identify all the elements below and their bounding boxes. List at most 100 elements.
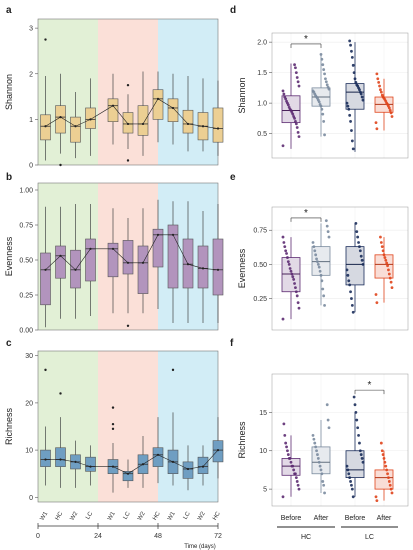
data-point <box>379 88 382 92</box>
data-point <box>311 241 315 244</box>
y-tick-label: 0.50 <box>19 258 33 265</box>
y-tick-label: 0 <box>29 163 33 170</box>
data-point <box>325 83 329 87</box>
median-point <box>59 115 62 119</box>
y-tick-label: 0.50 <box>253 262 267 269</box>
data-point <box>294 476 298 480</box>
data-point <box>282 422 286 426</box>
data-point <box>387 480 391 483</box>
data-point <box>374 293 378 296</box>
data-point <box>320 279 324 283</box>
data-point <box>386 264 389 268</box>
data-point <box>346 468 350 472</box>
median-point <box>156 233 160 236</box>
median-point <box>89 247 92 250</box>
median-point <box>201 465 205 468</box>
data-point <box>354 222 358 225</box>
box <box>55 245 66 279</box>
time-tick-label: 0 <box>36 533 40 540</box>
data-point <box>281 144 285 148</box>
panel-f: 5 10 15 Richness * Before After Before After HC LC <box>237 373 409 541</box>
panel-letter: e <box>230 172 236 183</box>
data-point <box>384 464 388 468</box>
x-category-label: LC <box>85 510 94 520</box>
data-point <box>377 80 381 84</box>
data-point <box>321 287 325 291</box>
data-point <box>296 301 300 305</box>
outlier-point <box>111 406 115 409</box>
data-point <box>293 472 296 476</box>
data-point <box>315 257 318 261</box>
panel-letter: c <box>6 338 12 349</box>
data-point <box>350 487 354 491</box>
data-point <box>294 66 297 70</box>
data-point <box>360 258 364 262</box>
data-point <box>387 272 391 276</box>
y-tick-label: 2.0 <box>257 40 267 47</box>
data-point <box>283 95 287 99</box>
significance-star: * <box>304 34 308 45</box>
data-point <box>319 273 323 277</box>
data-point <box>350 49 353 53</box>
data-point <box>319 468 323 472</box>
box <box>197 456 209 474</box>
data-point <box>349 290 352 294</box>
data-point <box>359 254 363 258</box>
panel-letter-b: b <box>6 172 12 183</box>
x-category-label: W1 <box>167 510 177 521</box>
data-point <box>287 263 291 266</box>
data-point <box>379 441 383 445</box>
y-tick-label: 0.25 <box>19 293 33 300</box>
data-point <box>348 113 352 117</box>
data-point <box>293 63 296 67</box>
data-point <box>316 260 319 264</box>
data-point <box>296 483 300 487</box>
data-point <box>287 105 291 109</box>
outlier-point <box>59 392 62 395</box>
box <box>40 114 51 141</box>
data-point <box>326 418 330 422</box>
data-point <box>354 80 358 84</box>
data-point <box>295 480 299 483</box>
data-point <box>380 93 384 97</box>
data-point <box>312 245 316 249</box>
data-point <box>350 129 353 132</box>
data-point <box>349 43 352 47</box>
data-point <box>313 441 317 445</box>
data-point <box>291 275 295 279</box>
median-point <box>216 127 220 130</box>
box <box>345 450 365 479</box>
data-point <box>320 107 324 111</box>
y-tick-label: 0.75 <box>253 228 267 235</box>
data-point <box>318 464 322 468</box>
data-point <box>286 260 290 264</box>
median-trend-line <box>45 449 219 475</box>
data-point <box>385 468 389 472</box>
data-point <box>358 90 362 94</box>
data-point <box>286 453 290 456</box>
median-point <box>59 458 62 461</box>
data-point <box>345 268 349 272</box>
data-point <box>359 453 363 456</box>
significance-star: * <box>304 208 308 219</box>
median-point <box>216 268 220 271</box>
box <box>167 98 179 122</box>
data-point <box>358 249 362 253</box>
median-point <box>126 261 130 264</box>
data-point <box>389 487 393 491</box>
data-point <box>382 457 386 460</box>
data-point <box>350 483 353 487</box>
data-point <box>285 445 288 449</box>
data-point <box>321 112 325 116</box>
panel-letter: a <box>6 5 12 16</box>
data-point <box>347 107 351 111</box>
data-point <box>375 499 379 503</box>
data-point <box>282 241 286 244</box>
data-point <box>388 109 392 112</box>
data-point <box>361 98 365 102</box>
y-axis-label: Shannon <box>4 74 14 110</box>
median-point <box>141 261 145 264</box>
data-point <box>292 468 296 472</box>
x-category-label: Before <box>281 515 302 522</box>
median-point <box>216 448 220 452</box>
